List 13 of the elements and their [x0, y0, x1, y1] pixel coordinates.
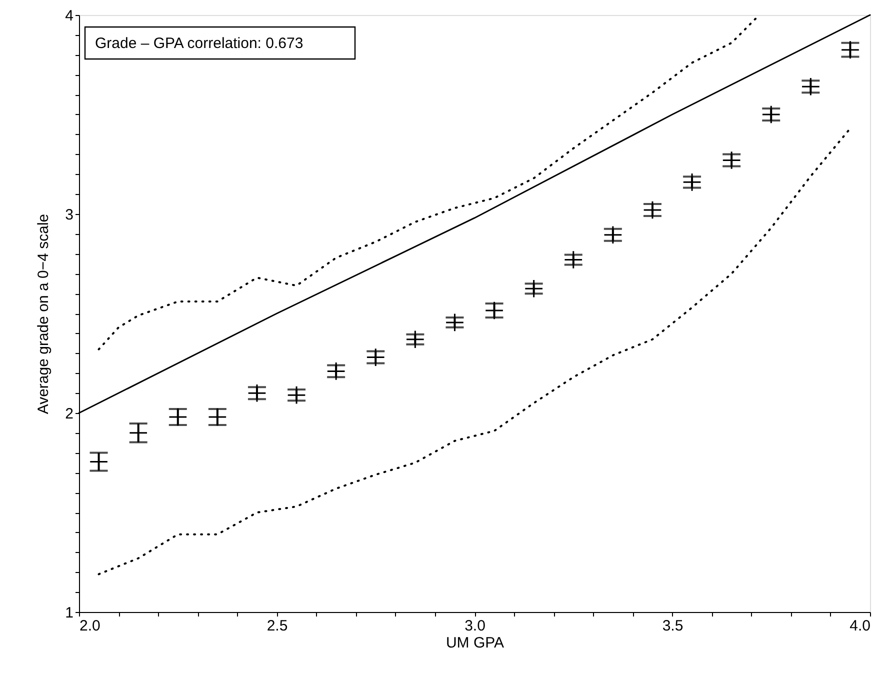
x-tick-label: 3.0 — [464, 618, 486, 634]
y-tick-label: 2 — [65, 406, 74, 422]
y-tick-label: 4 — [65, 8, 74, 24]
y-tick-label: 3 — [65, 206, 74, 224]
x-axis-title: UM GPA — [446, 634, 504, 652]
y-tick-label: 1 — [65, 604, 74, 622]
x-tick-label: 2.5 — [266, 618, 288, 634]
line-series — [98, 127, 852, 576]
y-axis-title: Average grade on a 0−4 scale — [35, 214, 52, 414]
x-tick-label: 3.5 — [662, 618, 684, 634]
x-tick-label: 2.0 — [80, 618, 100, 634]
x-tick-label: 4.0 — [850, 618, 870, 634]
annotation: Grade – GPA correlation: 0.673 — [95, 35, 304, 52]
